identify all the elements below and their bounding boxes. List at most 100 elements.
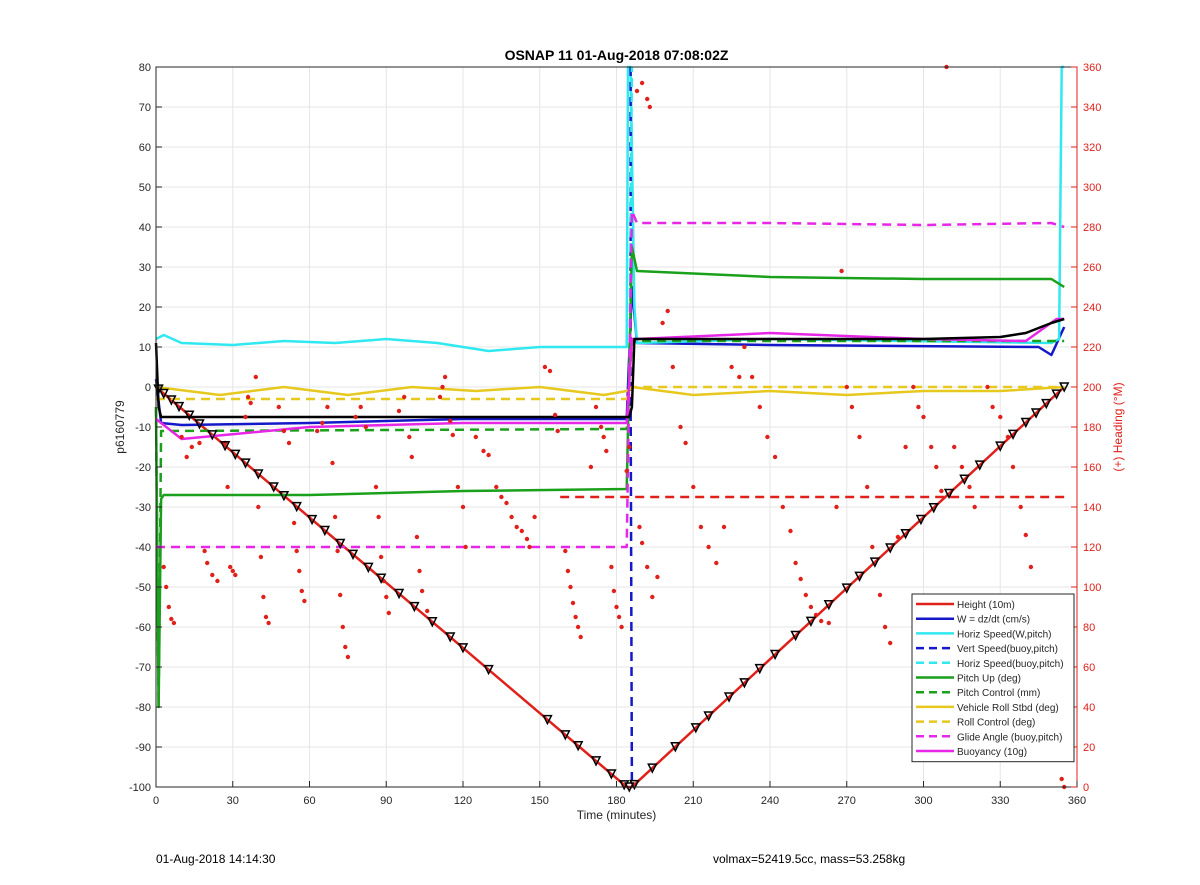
heading-point (266, 620, 271, 626)
y-right-tick-label: 320 (1083, 142, 1101, 154)
y-left-tick-label: -10 (135, 422, 151, 434)
depth-marker (959, 474, 970, 485)
heading-point (373, 484, 379, 490)
heading-point (343, 644, 348, 650)
heading-point (714, 560, 719, 566)
depth-marker (854, 571, 865, 583)
heading-point (655, 574, 660, 580)
heading-point (524, 536, 530, 542)
heading-point (414, 534, 420, 540)
heading-point (340, 624, 345, 630)
heading-point (934, 464, 939, 470)
heading-point (486, 452, 491, 458)
heading-point (616, 614, 622, 620)
heading-point (552, 412, 558, 418)
depth-marker (268, 482, 279, 493)
heading-point (788, 528, 793, 534)
heading-point (450, 432, 455, 438)
heading-point (911, 384, 916, 390)
heading-point (184, 454, 189, 460)
depth-marker (841, 583, 852, 594)
depth-marker (219, 440, 231, 452)
y-right-tick-label: 40 (1083, 702, 1095, 714)
heading-point (929, 444, 934, 450)
depth-marker (158, 388, 169, 400)
heading-point (895, 534, 901, 540)
depth-marker (306, 514, 318, 526)
depth-marker (769, 649, 781, 661)
depth-marker (1041, 398, 1052, 410)
y-left-tick-label: -70 (135, 662, 151, 674)
x-tick-label: 30 (227, 795, 239, 807)
y-right-tick-label: 100 (1083, 582, 1101, 594)
depth-marker (194, 419, 205, 430)
depth-marker (900, 528, 911, 540)
heading-point (1023, 532, 1028, 538)
y-left-tick-label: 70 (139, 102, 151, 114)
heading-point (803, 592, 808, 598)
depth-marker (943, 488, 955, 500)
heading-point (302, 598, 307, 604)
heading-point (877, 592, 883, 598)
heading-point (161, 564, 166, 570)
heading-point (844, 384, 849, 390)
depth-marker (928, 502, 939, 514)
heading-point (637, 524, 642, 530)
depth-marker (253, 469, 264, 480)
depth-marker (1007, 429, 1019, 441)
depth-marker (230, 449, 241, 461)
depth-marker (754, 663, 765, 675)
heading-point (888, 640, 893, 646)
depth-marker (375, 573, 387, 584)
y-left-tick-label: -40 (135, 542, 151, 554)
heading-point (230, 568, 235, 574)
heading-point (166, 604, 171, 610)
series-line-7 (155, 385, 1065, 397)
heading-point (509, 514, 514, 520)
heading-point (985, 384, 990, 390)
depth-marker (915, 514, 927, 526)
depth-marker (409, 601, 420, 613)
y-left-tick-label: 80 (139, 62, 151, 74)
series-line-11 (154, 317, 1065, 419)
heading-point (916, 404, 921, 410)
heading-point (335, 548, 340, 554)
depth-marker (703, 711, 714, 722)
heading-point (409, 454, 414, 460)
heading-point (210, 572, 215, 578)
heading-point (514, 524, 519, 530)
heading-point (706, 544, 711, 550)
heading-point (402, 394, 407, 400)
heading-point (959, 464, 965, 470)
heading-point (1018, 504, 1023, 510)
heading-point (813, 612, 819, 618)
y-left-tick-label: -20 (135, 462, 151, 474)
heading-point (164, 584, 169, 590)
depth-marker (606, 769, 617, 780)
heading-point (396, 408, 402, 414)
heading-point (839, 268, 844, 274)
depth-marker (739, 678, 750, 689)
depth-marker (363, 562, 374, 574)
heading-point (588, 464, 594, 470)
heading-point (378, 554, 384, 560)
heading-point (780, 504, 785, 510)
heading-point (563, 548, 568, 554)
x-tick-label: 240 (761, 795, 779, 807)
heading-point (849, 404, 855, 410)
heading-point (504, 500, 509, 506)
y-left-tick-label: 20 (139, 302, 151, 314)
y-left-tick-label: -90 (135, 742, 151, 754)
depth-marker (427, 617, 438, 628)
y-left-tick-label: 60 (139, 142, 151, 154)
y-right-tick-label: 120 (1083, 542, 1101, 554)
heading-point (639, 540, 645, 546)
depth-marker (334, 538, 346, 550)
y-left-tick-label: -80 (135, 702, 151, 714)
heading-point (793, 560, 798, 566)
x-tick-label: 270 (838, 795, 856, 807)
heading-point (578, 634, 583, 640)
heading-point (650, 594, 655, 600)
heading-point (384, 594, 389, 600)
depth-marker (166, 395, 177, 406)
